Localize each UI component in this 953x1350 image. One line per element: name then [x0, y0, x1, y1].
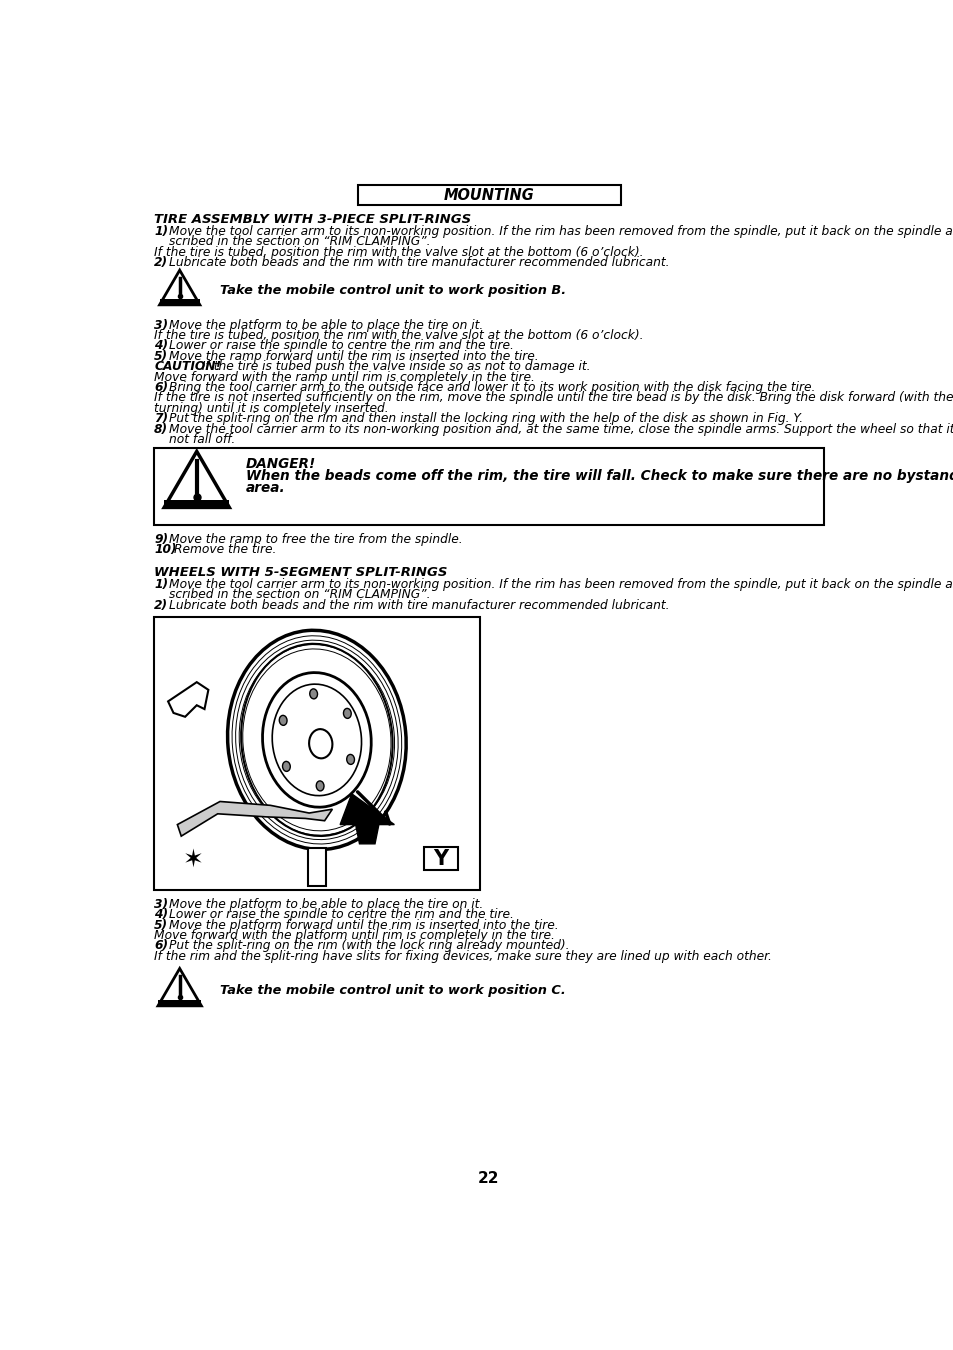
Ellipse shape: [279, 716, 287, 725]
Text: scribed in the section on “RIM CLAMPING”.: scribed in the section on “RIM CLAMPING”…: [169, 235, 430, 248]
Text: Move forward with the ramp until rim is completely in the tire.: Move forward with the ramp until rim is …: [154, 371, 535, 383]
Text: Put the split-ring on the rim and then install the locking ring with the help of: Put the split-ring on the rim and then i…: [169, 412, 802, 425]
FancyBboxPatch shape: [357, 185, 620, 205]
Polygon shape: [164, 500, 229, 508]
Text: Remove the tire.: Remove the tire.: [174, 543, 276, 556]
Text: 6): 6): [154, 940, 168, 952]
Text: scribed in the section on “RIM CLAMPING”.: scribed in the section on “RIM CLAMPING”…: [169, 589, 430, 601]
Text: 9): 9): [154, 533, 168, 545]
Text: ✶: ✶: [182, 848, 203, 871]
Text: If the tire is tubed, position the rim with the valve slot at the bottom (6 o’cl: If the tire is tubed, position the rim w…: [154, 246, 643, 259]
Text: Put the split-ring on the rim (with the lock ring already mounted).: Put the split-ring on the rim (with the …: [169, 940, 569, 952]
FancyBboxPatch shape: [423, 846, 457, 869]
Text: Lower or raise the spindle to centre the rim and the tire.: Lower or raise the spindle to centre the…: [169, 909, 513, 921]
Text: CAUTION!: CAUTION!: [154, 360, 221, 373]
Text: not fall off.: not fall off.: [169, 433, 234, 446]
Polygon shape: [158, 1000, 201, 1006]
Text: MOUNTING: MOUNTING: [443, 188, 534, 202]
Ellipse shape: [309, 729, 332, 759]
Text: 2): 2): [154, 598, 168, 612]
Text: Y: Y: [433, 849, 448, 869]
Text: Move the ramp to free the tire from the spindle.: Move the ramp to free the tire from the …: [169, 533, 462, 545]
Ellipse shape: [343, 709, 351, 718]
Polygon shape: [177, 802, 332, 836]
Text: If the tire is tubed push the valve inside so as not to damage it.: If the tire is tubed push the valve insi…: [198, 360, 590, 373]
Text: TIRE ASSEMBLY WITH 3-PIECE SPLIT-RINGS: TIRE ASSEMBLY WITH 3-PIECE SPLIT-RINGS: [154, 213, 471, 225]
FancyBboxPatch shape: [154, 617, 479, 890]
Ellipse shape: [282, 761, 290, 771]
Text: 10): 10): [154, 543, 176, 556]
FancyBboxPatch shape: [154, 448, 823, 525]
Text: 1): 1): [154, 224, 168, 238]
Text: WHEELS WITH 5-SEGMENT SPLIT-RINGS: WHEELS WITH 5-SEGMENT SPLIT-RINGS: [154, 566, 447, 579]
Text: 22: 22: [477, 1170, 499, 1185]
Text: DANGER!: DANGER!: [245, 458, 315, 471]
Text: 3): 3): [154, 319, 168, 332]
Text: Move forward with the platform until rim is completely in the tire.: Move forward with the platform until rim…: [154, 929, 555, 942]
Text: 4): 4): [154, 909, 168, 921]
Ellipse shape: [315, 780, 324, 791]
Text: Bring the tool carrier arm to the outside face and lower it to its work position: Bring the tool carrier arm to the outsid…: [169, 381, 815, 394]
Text: 2): 2): [154, 256, 168, 269]
Text: If the tire is tubed, position the rim with the valve slot at the bottom (6 o’cl: If the tire is tubed, position the rim w…: [154, 329, 643, 342]
Text: Move the platform to be able to place the tire on it.: Move the platform to be able to place th…: [169, 898, 482, 911]
Text: turning) until it is completely inserted.: turning) until it is completely inserted…: [154, 402, 388, 414]
Text: 8): 8): [154, 423, 168, 436]
Text: 7): 7): [154, 412, 168, 425]
Text: Take the mobile control unit to work position B.: Take the mobile control unit to work pos…: [220, 285, 565, 297]
Polygon shape: [159, 298, 199, 305]
Text: 4): 4): [154, 339, 168, 352]
Ellipse shape: [346, 755, 355, 764]
Text: Move the tool carrier arm to its non-working position and, at the same time, clo: Move the tool carrier arm to its non-wor…: [169, 423, 953, 436]
Text: Lower or raise the spindle to centre the rim and the tire.: Lower or raise the spindle to centre the…: [169, 339, 513, 352]
Text: Move the ramp forward until the rim is inserted into the tire.: Move the ramp forward until the rim is i…: [169, 350, 537, 363]
Text: If the rim and the split-ring have slits for fixing devices, make sure they are : If the rim and the split-ring have slits…: [154, 949, 771, 963]
Polygon shape: [340, 794, 394, 844]
Text: 3): 3): [154, 898, 168, 911]
Text: Lubricate both beads and the rim with tire manufacturer recommended lubricant.: Lubricate both beads and the rim with ti…: [169, 256, 669, 269]
Text: area.: area.: [245, 481, 285, 495]
Text: 5): 5): [154, 918, 168, 932]
Text: Lubricate both beads and the rim with tire manufacturer recommended lubricant.: Lubricate both beads and the rim with ti…: [169, 598, 669, 612]
Text: 1): 1): [154, 578, 168, 591]
Text: 5): 5): [154, 350, 168, 363]
Text: Move the platform to be able to place the tire on it.: Move the platform to be able to place th…: [169, 319, 482, 332]
Text: Move the tool carrier arm to its non-working position. If the rim has been remov: Move the tool carrier arm to its non-wor…: [169, 224, 953, 238]
Text: 6): 6): [154, 381, 168, 394]
Text: Move the tool carrier arm to its non-working position. If the rim has been remov: Move the tool carrier arm to its non-wor…: [169, 578, 953, 591]
Text: When the beads come off the rim, the tire will fall. Check to make sure there ar: When the beads come off the rim, the tir…: [245, 470, 953, 483]
Ellipse shape: [310, 688, 317, 699]
FancyBboxPatch shape: [307, 848, 326, 886]
Text: Move the platform forward until the rim is inserted into the tire.: Move the platform forward until the rim …: [169, 918, 558, 932]
Polygon shape: [168, 682, 208, 717]
Text: If the tire is not inserted sufficiently on the rim, move the spindle until the : If the tire is not inserted sufficiently…: [154, 392, 953, 405]
Text: Take the mobile control unit to work position C.: Take the mobile control unit to work pos…: [220, 984, 565, 998]
